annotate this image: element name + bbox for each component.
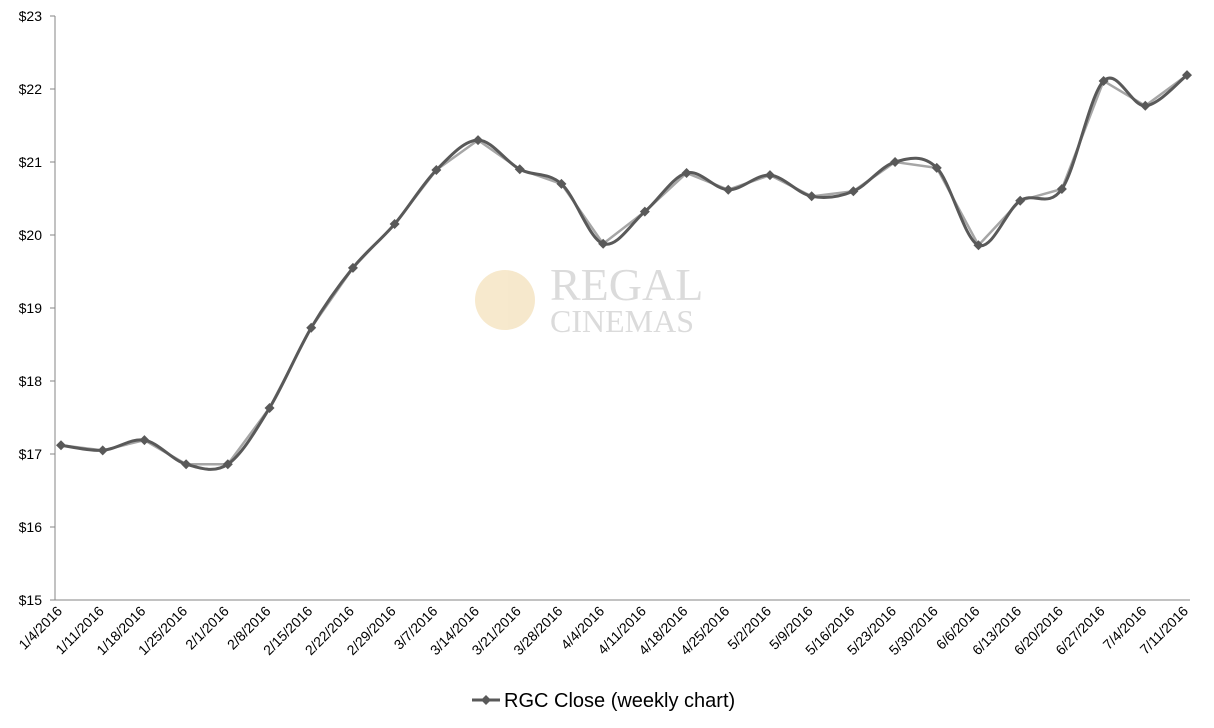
x-tick-label: 2/1/2016 [182, 603, 232, 653]
y-tick-label: $21 [19, 154, 43, 170]
marker [264, 403, 275, 414]
marker [1056, 184, 1067, 195]
marker [431, 165, 442, 176]
y-tick-label: $19 [19, 300, 43, 316]
y-tick-label: $22 [19, 81, 43, 97]
y-tick-label: $16 [19, 519, 43, 535]
marker [1015, 195, 1026, 206]
y-tick-label: $23 [19, 8, 43, 24]
marker [56, 440, 66, 451]
marker [598, 238, 609, 249]
watermark-text: CINEMAS [550, 303, 694, 339]
y-tick-label: $15 [19, 592, 43, 608]
line [60, 73, 1188, 471]
marker [890, 157, 901, 167]
trend-line [60, 74, 1188, 466]
watermark-text: REGAL [550, 259, 703, 310]
legend-label: RGC Close (weekly chart) [504, 690, 735, 712]
marker [931, 162, 942, 173]
marker [806, 191, 817, 202]
marker [1140, 100, 1151, 111]
x-tick-label: 5/2/2016 [724, 603, 774, 653]
marker [306, 322, 317, 333]
marker [681, 167, 692, 178]
marker [389, 219, 400, 230]
marker [347, 262, 358, 273]
marker [973, 240, 984, 251]
marker [556, 178, 567, 189]
legend-marker [481, 695, 491, 705]
marker [764, 170, 775, 181]
y-tick-label: $20 [19, 227, 43, 243]
y-tick-label: $17 [19, 446, 43, 462]
marker [514, 164, 525, 175]
marker [1098, 75, 1109, 86]
marker [848, 186, 859, 197]
marker [97, 445, 108, 456]
marker [473, 135, 484, 146]
marker [723, 184, 734, 195]
watermark-logo [475, 270, 535, 330]
marker [222, 459, 233, 470]
marker [1182, 70, 1192, 81]
marker [181, 459, 192, 470]
watermark: REGAL CINEMAS [475, 259, 703, 339]
y-tick-label: $18 [19, 373, 43, 389]
marker [139, 435, 150, 446]
marker [639, 206, 650, 217]
